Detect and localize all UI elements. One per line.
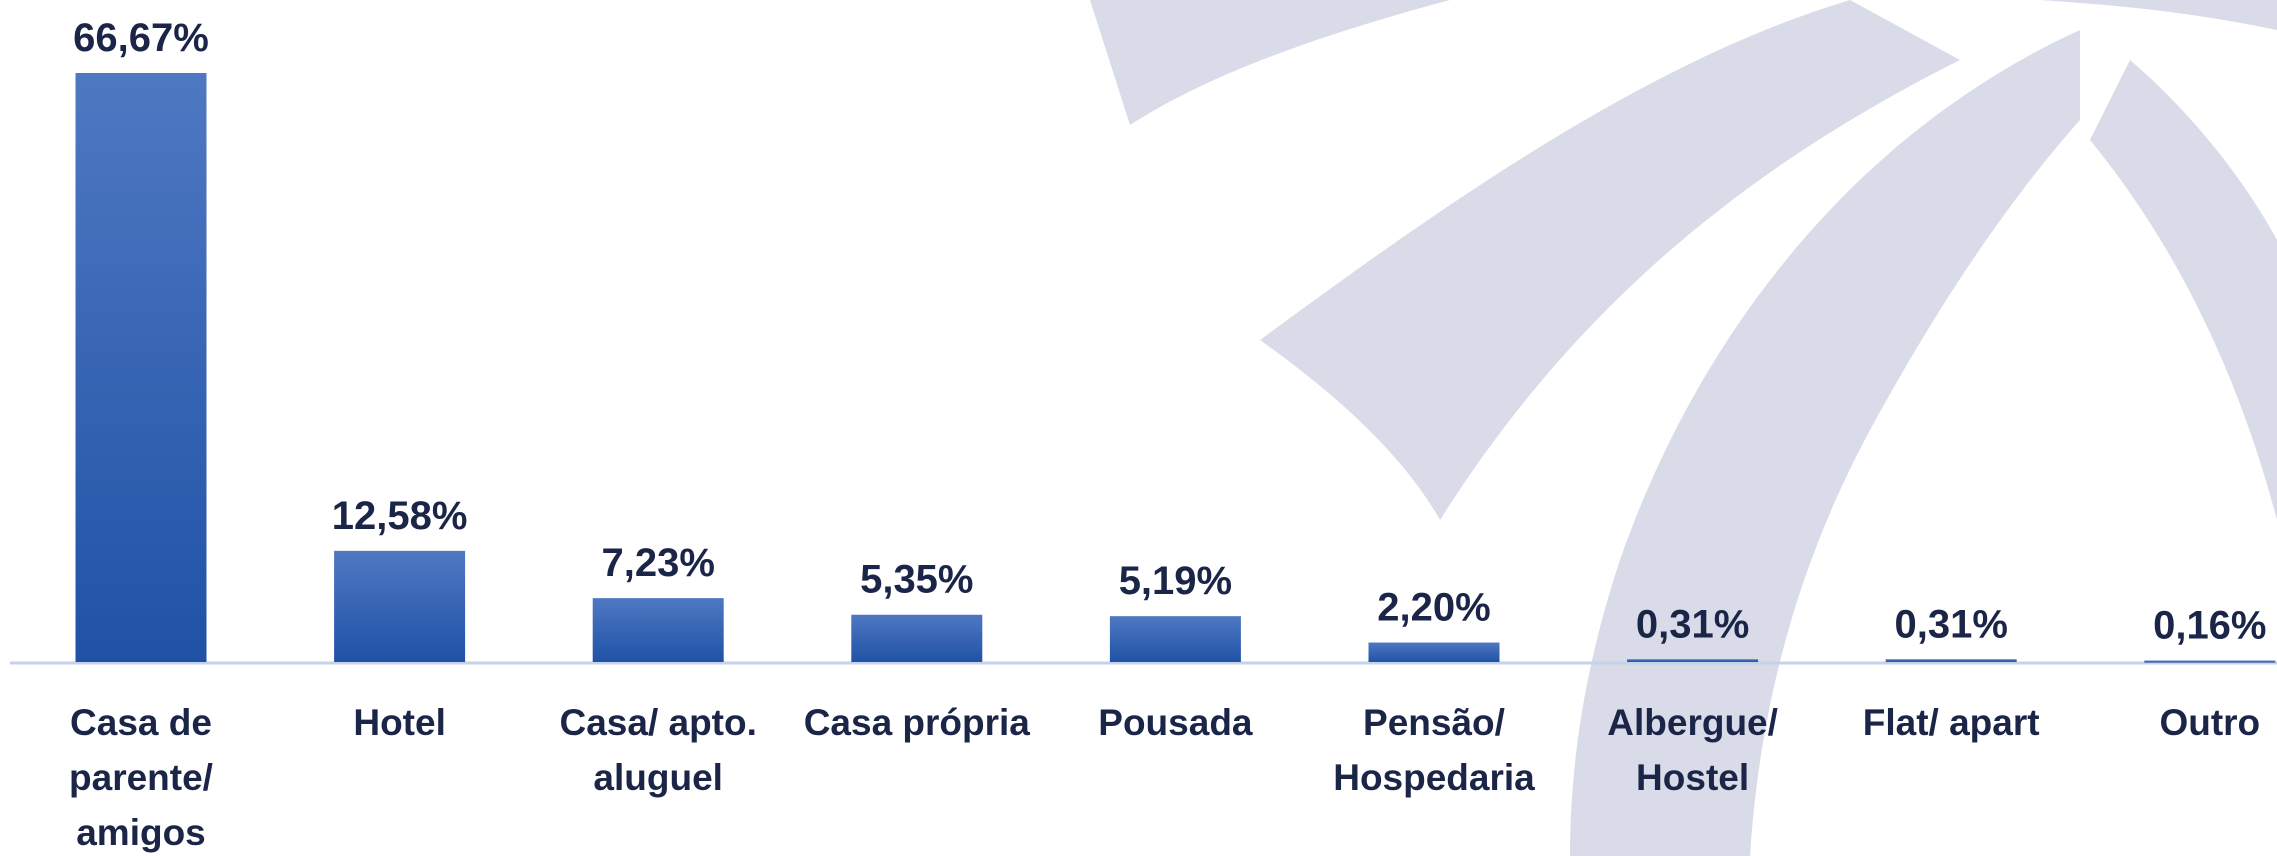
bar: [2144, 660, 2276, 663]
category-label: Casa/ apto. aluguel: [559, 702, 757, 798]
bar: [1627, 659, 1759, 662]
category-label: Flat/ apart: [1862, 702, 2040, 743]
value-label: 2,20%: [1377, 586, 1490, 630]
value-label: 5,35%: [860, 558, 973, 602]
category-label: Albergue/ Hostel: [1607, 702, 1778, 798]
category-label: Pensão/ Hospedaria: [1333, 702, 1535, 798]
category-label: Outro: [2159, 702, 2261, 743]
value-label: 12,58%: [332, 494, 468, 538]
value-label: 66,67%: [73, 16, 209, 60]
bar: [1885, 659, 2017, 662]
bar: [75, 73, 207, 662]
bar: [851, 614, 983, 662]
bar: [592, 598, 724, 662]
value-label: 7,23%: [601, 541, 714, 585]
bar: [1368, 642, 1500, 662]
value-label: 0,31%: [1636, 602, 1749, 646]
category-label: Pousada: [1098, 702, 1253, 743]
category-label: Hotel: [353, 702, 446, 743]
value-label: 0,31%: [1894, 602, 2007, 646]
category-label: Casa de parente/ amigos: [69, 702, 213, 853]
value-label: 5,19%: [1119, 559, 1232, 603]
category-label: Casa própria: [803, 702, 1030, 743]
bar: [1109, 616, 1241, 662]
value-label: 0,16%: [2153, 604, 2266, 648]
bar: [334, 550, 466, 662]
watermark: [1090, 0, 2277, 856]
